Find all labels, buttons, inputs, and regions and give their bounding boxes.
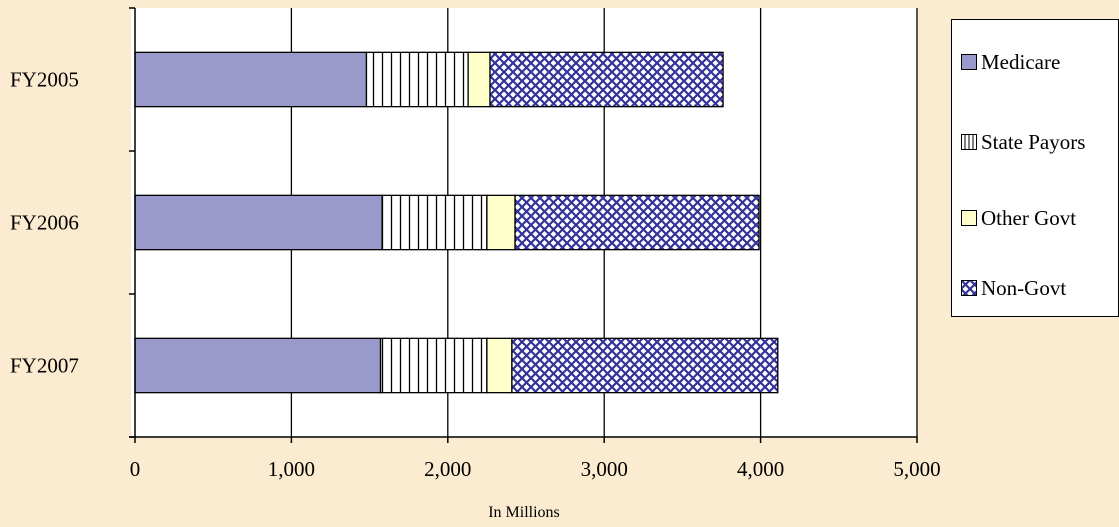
legend-label-state-payors: State Payors (981, 129, 1086, 154)
legend-label-non-govt: Non-Govt (981, 275, 1067, 300)
x-tick-label-1: 1,000 (268, 457, 315, 481)
bar-fy2006-medicare (134, 194, 383, 251)
legend-swatch-non-govt (961, 280, 977, 296)
legend-swatch-state-payors (961, 134, 977, 150)
x-tick-label-3: 3,000 (581, 457, 628, 481)
bar-fy2006-non-govt (514, 194, 760, 251)
bar-fy2005-non-govt (489, 51, 724, 108)
y-tick-label-fy2005: FY2005 (10, 68, 79, 92)
bar-fy2007-other-govt (486, 337, 513, 394)
bar-fy2007-state-payors (379, 337, 488, 394)
bar-fy2005-state-payors (365, 51, 469, 108)
bar-fy2006-other-govt (486, 194, 516, 251)
bar-fy2007-non-govt (511, 337, 779, 394)
tick-labels: 0 1,000 2,000 3,000 4,000 5,000 FY2005 FY2006 FY… (10, 68, 941, 482)
bar-fy2005-medicare (134, 51, 368, 108)
legend-item-non-govt: Non-Govt (961, 276, 1066, 300)
bar-fy2005-other-govt (467, 51, 491, 108)
x-tick-label-0: 0 (130, 457, 141, 481)
y-tick-label-fy2006: FY2006 (10, 211, 79, 235)
x-tick-label-2: 2,000 (424, 457, 471, 481)
y-tick-label-fy2007: FY2007 (10, 354, 79, 378)
x-tick-label-4: 4,000 (737, 457, 784, 481)
bars (134, 51, 779, 394)
legend-item-state-payors: State Payors (961, 130, 1085, 154)
x-axis-label: In Millions (488, 504, 560, 521)
legend-item-other-govt: Other Govt (961, 206, 1076, 230)
legend-swatch-other-govt (961, 210, 977, 226)
axes (129, 7, 918, 443)
legend-item-medicare: Medicare (961, 50, 1060, 74)
legend-swatch-medicare (961, 54, 977, 70)
legend-label-medicare: Medicare (981, 49, 1061, 74)
x-tick-label-5: 5,000 (893, 457, 940, 481)
bar-fy2007-medicare (134, 337, 382, 394)
bar-fy2006-state-payors (381, 194, 488, 251)
legend-label-other-govt: Other Govt (981, 205, 1077, 230)
legend: Medicare State Payors Other Govt Non-Gov… (951, 19, 1119, 317)
